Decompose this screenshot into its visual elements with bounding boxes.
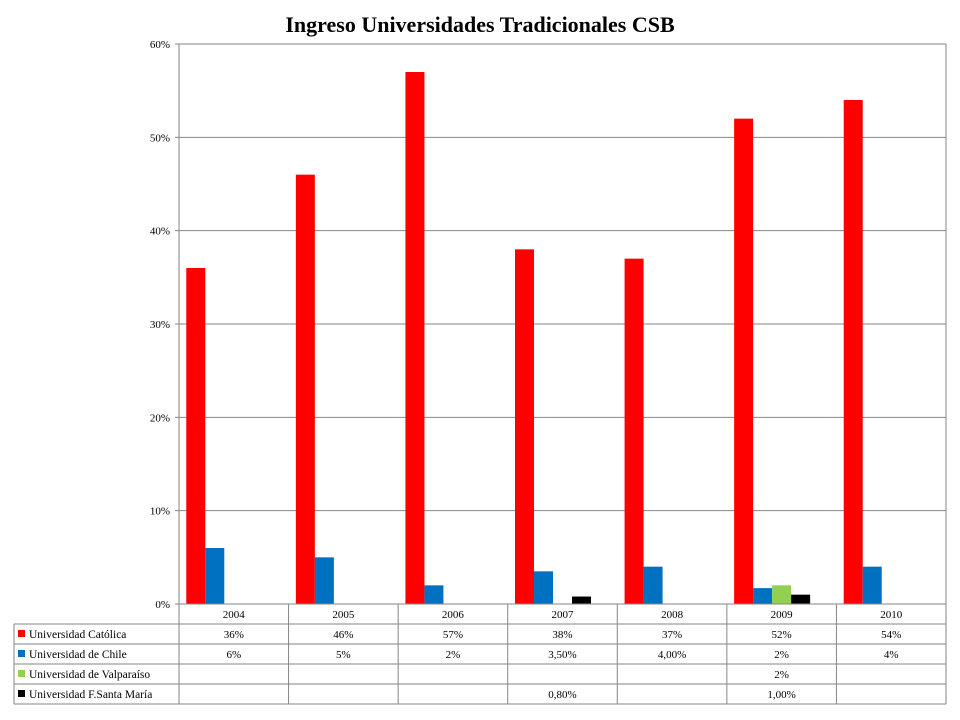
bar (772, 585, 792, 604)
data-label: 3,50% (548, 649, 576, 661)
bar (534, 571, 553, 604)
legend-key (18, 650, 25, 657)
legend-key (18, 630, 25, 637)
data-label: 46% (333, 629, 353, 641)
data-label: 52% (772, 629, 792, 641)
bar (405, 72, 425, 604)
x-category-label: 2004 (223, 609, 246, 621)
data-label: 5% (336, 649, 351, 661)
data-label: 36% (224, 629, 244, 641)
bar (843, 100, 863, 604)
data-label: 0,80% (548, 689, 576, 701)
bar (572, 596, 591, 604)
data-label: 6% (226, 649, 241, 661)
data-label: 2% (774, 649, 789, 661)
data-label: 38% (552, 629, 572, 641)
y-tick-label: 60% (150, 39, 170, 51)
legend-entry: Universidad Católica (29, 629, 126, 641)
x-category-label: 2007 (552, 609, 575, 621)
bar (862, 566, 882, 604)
legend-key (18, 670, 25, 677)
data-label: 4,00% (658, 649, 686, 661)
y-tick-label: 20% (150, 412, 170, 424)
data-label: 1,00% (767, 689, 795, 701)
data-label: 54% (881, 629, 901, 641)
bar (734, 118, 754, 605)
y-tick-label: 30% (150, 319, 170, 331)
bar (314, 557, 334, 604)
x-category-label: 2009 (771, 609, 794, 621)
bar (643, 566, 663, 604)
y-tick-label: 40% (150, 226, 170, 238)
bar (624, 258, 644, 604)
y-tick-label: 50% (150, 132, 170, 144)
bar (424, 585, 444, 604)
y-tick-label: 10% (150, 506, 170, 518)
data-label: 4% (884, 649, 899, 661)
x-category-label: 2010 (880, 609, 903, 621)
y-tick-label: 0% (155, 599, 170, 611)
bar (205, 548, 225, 604)
bar (515, 249, 534, 605)
bar (791, 594, 811, 604)
chart-title: Ingreso Universidades Tradicionales CSB (285, 12, 675, 37)
x-category-label: 2008 (661, 609, 684, 621)
x-category-label: 2006 (442, 609, 465, 621)
data-label: 2% (774, 669, 789, 681)
data-label: 2% (446, 649, 461, 661)
data-label: 57% (443, 629, 463, 641)
legend-entry: Universidad de Chile (29, 649, 127, 661)
bar (295, 174, 315, 604)
legend-entry: Universidad de Valparaíso (29, 669, 150, 681)
bar (186, 268, 206, 604)
legend-entry: Universidad F.Santa María (29, 689, 152, 701)
data-label: 37% (662, 629, 682, 641)
bar (753, 588, 773, 604)
x-category-label: 2005 (332, 609, 355, 621)
legend-key (18, 690, 25, 697)
